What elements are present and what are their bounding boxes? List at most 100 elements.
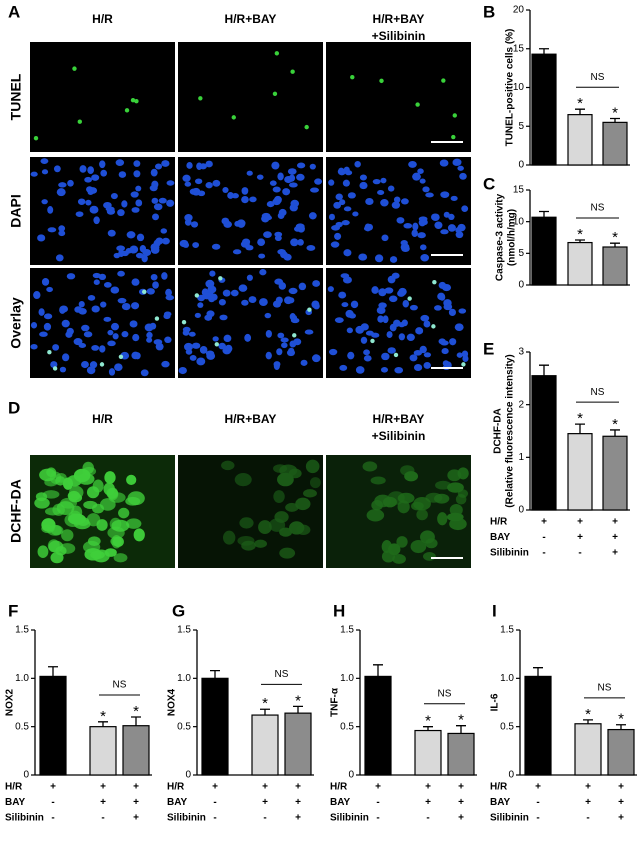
nucleus xyxy=(415,327,424,335)
tunel-dot xyxy=(451,134,456,140)
nucleus xyxy=(61,319,70,328)
nucleus xyxy=(335,193,343,201)
nucleus xyxy=(265,329,272,338)
nucleus xyxy=(375,254,384,263)
nucleus xyxy=(457,165,464,171)
nucleus xyxy=(396,217,405,224)
condition-sign: + xyxy=(585,797,591,808)
y-tick-label: 5 xyxy=(518,121,524,132)
bar xyxy=(602,246,628,286)
cell xyxy=(258,520,272,535)
nucleus xyxy=(89,361,98,369)
nucleus xyxy=(288,287,298,295)
nucleus xyxy=(163,313,171,320)
y-tick-label: 1.5 xyxy=(15,625,29,636)
nucleus xyxy=(343,249,352,257)
nucleus xyxy=(113,252,121,259)
y-tick-label: 0.5 xyxy=(340,721,354,732)
cell xyxy=(449,503,463,517)
error-bar xyxy=(539,210,549,218)
nucleus xyxy=(205,350,215,357)
nucleus xyxy=(179,239,189,248)
nucleus xyxy=(50,361,58,368)
nucleus xyxy=(227,192,234,199)
y-axis-label: Caspase-3 activity xyxy=(495,193,506,281)
condition-name: BAY xyxy=(490,797,511,808)
condition-sign: + xyxy=(612,548,618,559)
error-bar xyxy=(575,108,585,115)
cell xyxy=(109,517,122,531)
nucleus xyxy=(380,199,389,207)
nucleus xyxy=(33,291,41,300)
nucleus xyxy=(401,198,409,205)
nucleus xyxy=(440,229,449,235)
error-bar xyxy=(575,239,585,243)
nucleus xyxy=(330,241,340,248)
condition-name: H/R xyxy=(167,782,185,793)
tunel-dot xyxy=(218,276,223,281)
nucleus xyxy=(403,223,413,229)
nucleus xyxy=(420,314,430,322)
tunel-dot xyxy=(350,74,355,80)
error-bar xyxy=(610,429,620,437)
nucleus xyxy=(272,186,281,193)
tunel-dot xyxy=(130,98,136,103)
nucleus xyxy=(41,169,49,175)
nucleus xyxy=(131,207,140,213)
condition-sign: + xyxy=(618,813,624,824)
nucleus xyxy=(87,189,94,195)
nucleus xyxy=(386,331,393,339)
nucleus xyxy=(161,160,170,167)
cell xyxy=(44,477,58,487)
nucleus xyxy=(186,161,193,169)
tunel-dot xyxy=(432,279,437,285)
nucleus xyxy=(289,340,297,348)
nucleus xyxy=(125,247,133,254)
condition-sign: - xyxy=(536,813,539,824)
y-tick-label: 1.0 xyxy=(15,673,29,684)
nucleus xyxy=(160,228,168,234)
error-bar xyxy=(210,669,220,679)
bar xyxy=(531,53,557,166)
tunel-dot xyxy=(407,296,412,301)
nucleus xyxy=(312,354,320,363)
nucleus xyxy=(110,192,118,200)
nucleus xyxy=(388,295,398,303)
nucleus xyxy=(131,302,140,310)
nucleus xyxy=(223,334,232,343)
nucleus xyxy=(141,254,148,263)
nucleus xyxy=(342,179,350,187)
nucleus xyxy=(419,178,426,184)
nucleus xyxy=(401,319,408,327)
nucleus xyxy=(423,352,432,358)
cell xyxy=(288,521,305,535)
significance-mark: * xyxy=(585,706,591,723)
nucleus xyxy=(394,366,404,374)
tunel-dot xyxy=(99,362,105,367)
significance-mark: * xyxy=(425,713,431,730)
nucleus xyxy=(161,237,170,245)
nucleus xyxy=(277,172,284,181)
micrograph xyxy=(178,455,323,568)
significance-mark: * xyxy=(612,104,618,121)
condition-sign: + xyxy=(458,813,464,824)
cell xyxy=(410,540,427,554)
tunel-dot xyxy=(415,102,420,107)
nucleus xyxy=(387,347,396,354)
nucleus xyxy=(400,243,410,251)
tunel-dot xyxy=(72,66,77,71)
nucleus xyxy=(112,333,119,340)
nucleus xyxy=(409,354,418,362)
nucleus xyxy=(278,282,287,290)
cell xyxy=(86,486,100,499)
nucleus xyxy=(425,192,434,198)
cell xyxy=(239,517,254,529)
nucleus xyxy=(150,273,158,281)
tunel-dot xyxy=(77,119,82,124)
nucleus xyxy=(274,195,282,204)
panel-letter: D xyxy=(8,398,20,417)
condition-sign: - xyxy=(263,813,266,824)
nucleus xyxy=(304,329,314,335)
nucleus xyxy=(208,295,216,303)
nucleus xyxy=(241,195,249,204)
